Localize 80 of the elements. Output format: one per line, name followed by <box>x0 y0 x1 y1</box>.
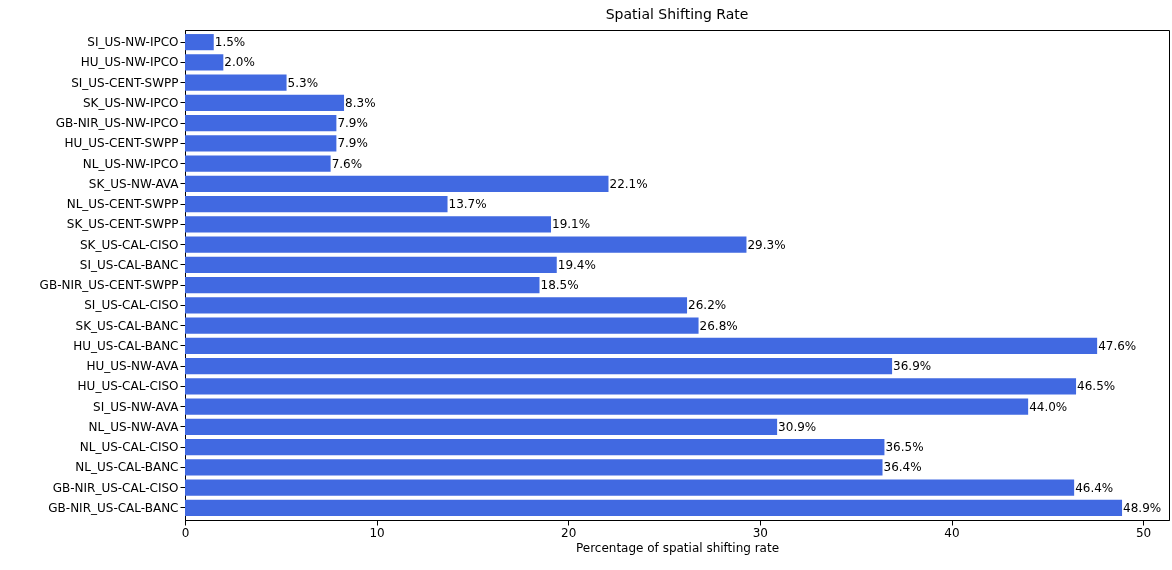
bar <box>185 499 1123 516</box>
data-label: 13.7% <box>448 197 487 212</box>
y-tick-label: SI_US-CAL-CISO <box>84 298 179 313</box>
y-tick-label: SI_US-CENT-SWPP <box>71 75 179 90</box>
data-label: 30.9% <box>778 419 817 434</box>
bar <box>185 115 337 132</box>
x-tick-label: 20 <box>561 525 577 540</box>
y-tick-label: NL_US-NW-IPCO <box>82 156 179 171</box>
bar <box>185 378 1077 395</box>
data-label: 47.6% <box>1098 338 1137 353</box>
data-label: 7.9% <box>337 136 368 151</box>
y-tick-label: HU_US-CENT-SWPP <box>64 136 179 151</box>
bar <box>185 216 552 233</box>
data-label: 19.1% <box>552 217 591 232</box>
data-label: 7.9% <box>337 116 368 131</box>
bar <box>185 317 699 334</box>
y-tick-label: SK_US-CENT-SWPP <box>66 217 179 232</box>
y-tick-label: SK_US-CAL-CISO <box>79 237 179 252</box>
data-label: 36.4% <box>883 460 922 475</box>
bar <box>185 135 337 152</box>
y-tick-label: NL_US-CAL-BANC <box>75 460 179 475</box>
x-tick-label: 50 <box>1135 525 1152 540</box>
bar <box>185 236 747 253</box>
x-tick-label: 30 <box>752 525 769 540</box>
y-tick-label: GB-NIR_US-NW-IPCO <box>55 116 179 131</box>
y-tick-label: SK_US-NW-IPCO <box>82 95 179 110</box>
data-label: 5.3% <box>287 75 319 90</box>
data-label: 46.4% <box>1075 480 1114 495</box>
data-label: 48.9% <box>1123 500 1162 515</box>
data-label: 29.3% <box>747 237 786 252</box>
data-label: 7.6% <box>331 156 363 171</box>
data-label: 19.4% <box>557 257 596 272</box>
bar <box>185 358 893 375</box>
bar <box>185 54 224 71</box>
y-tick-label: HU_US-NW-IPCO <box>80 55 179 70</box>
bar <box>185 337 1098 354</box>
x-tick-label: 0 <box>181 525 190 540</box>
bar <box>185 439 885 456</box>
y-tick-label: HU_US-NW-AVA <box>86 359 180 374</box>
bar <box>185 479 1075 496</box>
chart-title: Spatial Shifting Rate <box>605 6 749 22</box>
y-tick-label: GB-NIR_US-CENT-SWPP <box>39 278 179 293</box>
data-label: 26.2% <box>688 298 727 313</box>
bar <box>185 196 448 213</box>
data-label: 22.1% <box>609 176 648 191</box>
bar <box>185 155 331 172</box>
bar <box>185 459 883 476</box>
bar <box>185 34 214 51</box>
y-tick-label: SI_US-CAL-BANC <box>79 257 179 272</box>
data-label: 2.0% <box>224 55 255 70</box>
data-label: 36.9% <box>893 359 932 374</box>
y-tick-label: NL_US-CAL-CISO <box>79 440 179 455</box>
bar <box>185 418 778 435</box>
bar <box>185 277 540 294</box>
y-tick-label: SI_US-NW-IPCO <box>87 35 179 50</box>
data-label: 1.5% <box>214 35 246 50</box>
bar <box>185 94 345 111</box>
bar <box>185 256 557 273</box>
bar <box>185 175 609 192</box>
data-label: 8.3% <box>345 95 376 110</box>
data-label: 46.5% <box>1077 379 1116 394</box>
bar <box>185 74 287 91</box>
y-tick-label: GB-NIR_US-CAL-BANC <box>48 500 179 515</box>
y-tick-label: NL_US-NW-AVA <box>88 419 180 434</box>
x-axis-title: Percentage of spatial shifting rate <box>575 540 780 555</box>
y-tick-label: SK_US-NW-AVA <box>88 176 180 191</box>
data-label: 26.8% <box>699 318 738 333</box>
y-tick-label: NL_US-CENT-SWPP <box>66 197 179 212</box>
bar <box>185 297 688 314</box>
y-tick-label: SK_US-CAL-BANC <box>75 318 179 333</box>
data-label: 44.0% <box>1029 399 1068 414</box>
y-tick-label: HU_US-CAL-CISO <box>77 379 179 394</box>
bar <box>185 398 1029 415</box>
y-tick-label: GB-NIR_US-CAL-CISO <box>52 480 179 495</box>
x-tick-label: 40 <box>944 525 960 540</box>
data-label: 18.5% <box>540 278 579 293</box>
data-label: 36.5% <box>885 440 924 455</box>
y-tick-label: HU_US-CAL-BANC <box>73 338 179 353</box>
x-tick-label: 10 <box>369 525 385 540</box>
y-tick-label: SI_US-NW-AVA <box>93 399 180 414</box>
